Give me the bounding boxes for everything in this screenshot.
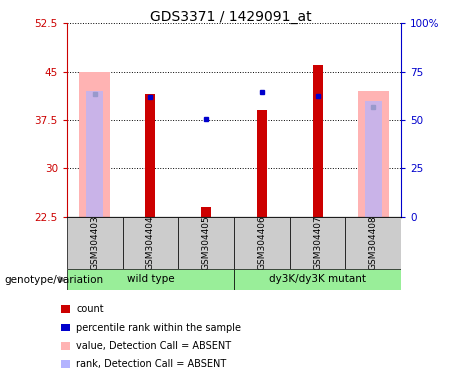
- Bar: [67, 269, 234, 290]
- Bar: [67, 217, 123, 269]
- Text: GSM304408: GSM304408: [369, 215, 378, 270]
- Text: wild type: wild type: [127, 274, 174, 285]
- Text: rank, Detection Call = ABSENT: rank, Detection Call = ABSENT: [76, 359, 226, 369]
- Text: count: count: [76, 304, 104, 314]
- Bar: [345, 217, 401, 269]
- Bar: [79, 71, 110, 217]
- Text: GSM304406: GSM304406: [257, 215, 266, 270]
- Bar: [234, 269, 401, 290]
- Bar: [61, 342, 70, 349]
- Bar: [123, 217, 178, 269]
- Bar: [290, 217, 345, 269]
- Text: genotype/variation: genotype/variation: [5, 275, 104, 285]
- Text: GSM304404: GSM304404: [146, 215, 155, 270]
- Bar: [201, 207, 211, 217]
- Text: value, Detection Call = ABSENT: value, Detection Call = ABSENT: [76, 341, 231, 351]
- Text: dy3K/dy3K mutant: dy3K/dy3K mutant: [269, 274, 366, 285]
- Bar: [234, 217, 290, 269]
- Bar: [257, 110, 267, 217]
- Bar: [313, 65, 323, 217]
- Bar: [61, 323, 70, 331]
- Bar: [145, 94, 155, 217]
- Bar: [61, 305, 70, 313]
- Text: percentile rank within the sample: percentile rank within the sample: [76, 323, 241, 333]
- Text: GSM304403: GSM304403: [90, 215, 99, 270]
- Bar: [358, 91, 389, 217]
- Bar: [61, 360, 70, 368]
- Bar: [178, 217, 234, 269]
- Text: GDS3371 / 1429091_at: GDS3371 / 1429091_at: [150, 10, 311, 23]
- Text: GSM304405: GSM304405: [201, 215, 211, 270]
- Bar: [86, 91, 103, 217]
- Bar: [365, 101, 382, 217]
- Text: GSM304407: GSM304407: [313, 215, 322, 270]
